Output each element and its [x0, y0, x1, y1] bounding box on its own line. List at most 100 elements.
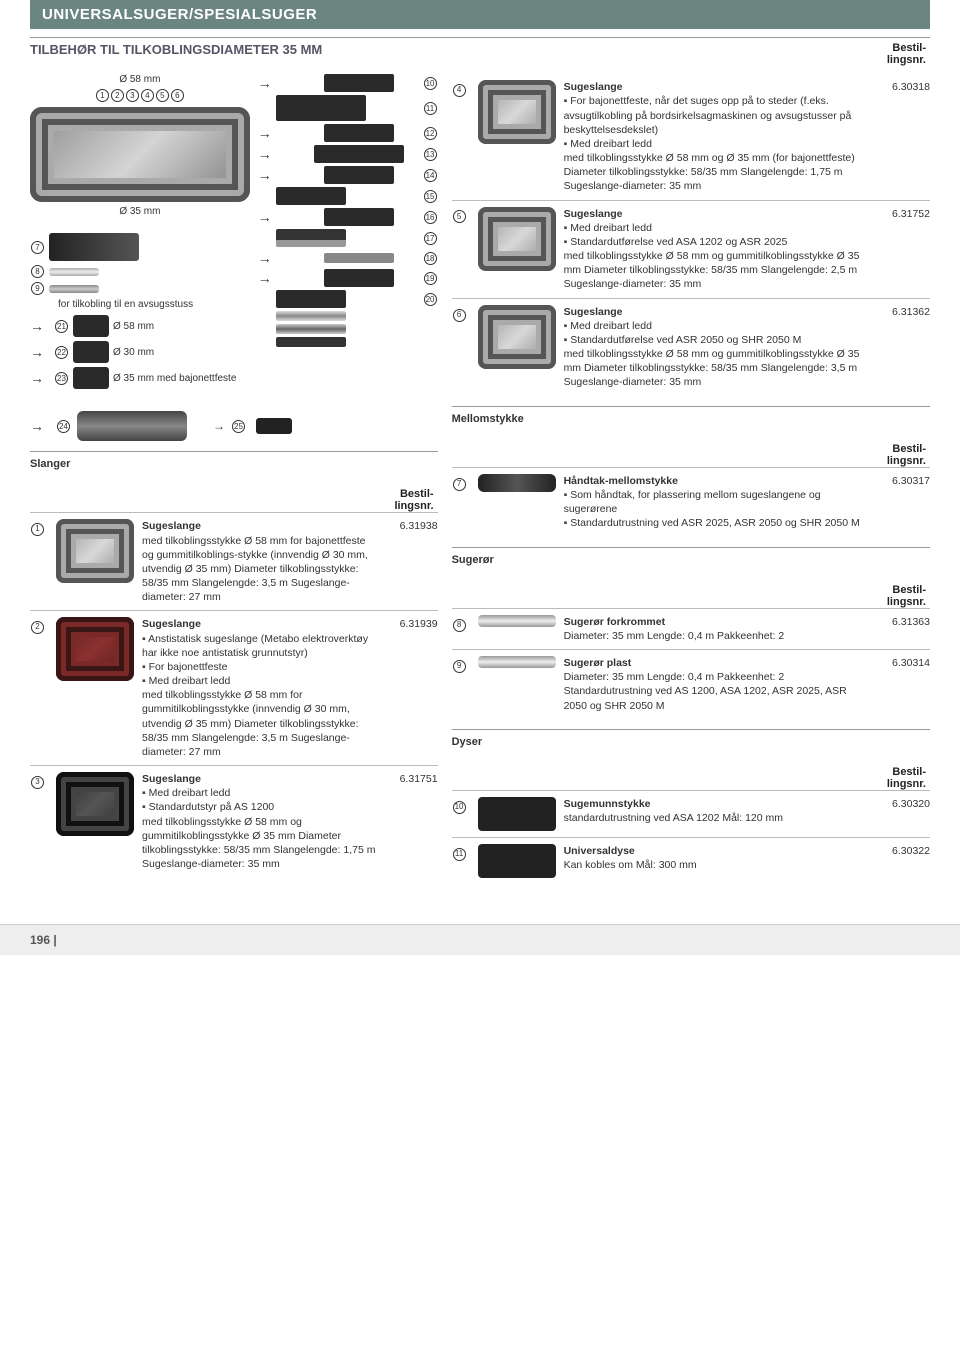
- product-image: [478, 207, 556, 271]
- product-image: [56, 772, 134, 836]
- part-11-img: [276, 95, 366, 121]
- pipe-8: [49, 268, 99, 276]
- product-text: standardutrustning ved ASA 1202 Mål: 120…: [564, 811, 870, 825]
- product-code: 6.31751: [386, 772, 438, 871]
- product-image: [478, 80, 556, 144]
- product-row: 1Sugeslangemed tilkoblingsstykke Ø 58 mm…: [30, 512, 438, 610]
- product-image: [478, 797, 556, 831]
- handle-title: Håndtak-mellomstykke: [564, 474, 870, 488]
- part-18-img: [324, 253, 394, 263]
- order-label-mellom: Bestil-lingsnr.: [887, 443, 930, 467]
- ref-num: 5: [453, 210, 466, 223]
- item-24-img: [77, 411, 187, 441]
- product-text: med tilkoblingsstykke Ø 58 mm og gummiti…: [564, 347, 870, 390]
- product-code: 6.31938: [386, 519, 438, 604]
- adapter-23: [73, 367, 109, 389]
- item-25-img: [256, 418, 292, 434]
- bullet: For bajonettfeste: [142, 660, 378, 674]
- ref-num: 2: [31, 621, 44, 634]
- part-19-img: [324, 269, 394, 287]
- product-row: 8Sugerør forkrommetDiameter: 35 mm Lengd…: [452, 608, 930, 649]
- product-text: med tilkoblingsstykke Ø 58 mm for bajone…: [142, 534, 378, 605]
- part-ex2: [276, 324, 346, 334]
- product-text: Diameter: 35 mm Lengde: 0,4 m Pakkeenhet…: [564, 670, 870, 713]
- product-title: Sugeslange: [564, 305, 870, 319]
- product-code: 6.31362: [878, 305, 930, 390]
- page-header: UNIVERSALSUGER/SPESIALSUGER: [30, 0, 930, 29]
- ref-num: 3: [31, 776, 44, 789]
- product-row: 4SugeslangeFor bajonettfeste, når det su…: [452, 74, 930, 199]
- order-label-left: Bestil-lingsnr.: [394, 488, 437, 512]
- handle-img-7: [478, 474, 556, 492]
- product-image: [56, 617, 134, 681]
- product-code: 6.31363: [878, 615, 930, 643]
- slanger-heading: Slanger: [30, 451, 438, 472]
- parts-column: →10 11 →12 →13 →14 15 →16 17 →18 →19 20: [258, 74, 438, 393]
- part-10-img: [324, 74, 394, 92]
- part-20-img: [276, 290, 346, 308]
- hose-diagram: [30, 107, 250, 202]
- product-code: 6.31752: [878, 207, 930, 292]
- product-title: Sugeslange: [564, 80, 870, 94]
- order-label-top: Bestil-lingsnr.: [887, 42, 930, 66]
- dyser-heading: Dyser: [452, 729, 930, 750]
- part-12-img: [324, 124, 394, 142]
- product-row: 10Sugemunnstykkestandardutrustning ved A…: [452, 790, 930, 837]
- part-ex1: [276, 311, 346, 321]
- dim-58: Ø 58 mm: [30, 74, 250, 85]
- product-text: med tilkoblingsstykke Ø 58 mm for gummit…: [142, 688, 378, 759]
- handle-code: 6.30317: [878, 474, 930, 531]
- ref-num: 4: [453, 84, 466, 97]
- adapter-21: [73, 315, 109, 337]
- part-17-img: [276, 229, 346, 247]
- connection-note: for tilkobling til en avsugsstuss: [58, 299, 250, 311]
- product-code: 6.30318: [878, 80, 930, 193]
- product-image: [478, 656, 556, 668]
- product-row: 11 UniversaldyseKan kobles om Mål: 300 mm…: [452, 837, 930, 884]
- dim-35: Ø 35 mm: [30, 206, 250, 217]
- part-16-img: [324, 208, 394, 226]
- ref-7b: 7: [453, 478, 466, 491]
- bullet: Med dreibart ledd: [564, 137, 870, 151]
- product-text: med tilkoblingsstykke Ø 58 mm og gummiti…: [564, 249, 870, 292]
- product-title: Sugerør plast: [564, 656, 870, 670]
- order-label-dyser: Bestil-lingsnr.: [887, 766, 930, 790]
- page-footer: 196 |: [0, 924, 960, 955]
- bullet: Med dreibart ledd: [142, 786, 378, 800]
- product-title: Universaldyse: [564, 844, 870, 858]
- ref-num: 6: [453, 309, 466, 322]
- product-text: Kan kobles om Mål: 300 mm: [564, 858, 870, 872]
- bullet: Som håndtak, for plassering mellom suges…: [564, 488, 870, 516]
- product-image: [478, 305, 556, 369]
- part-15-img: [276, 187, 346, 205]
- ref-num: 10: [453, 801, 466, 814]
- product-text: Diameter: 35 mm Lengde: 0,4 m Pakkeenhet…: [564, 629, 870, 643]
- subheader: TILBEHØR TIL TILKOBLINGSDIAMETER 35 MM: [30, 42, 322, 57]
- product-title: Sugeslange: [142, 617, 378, 631]
- product-row: 5SugeslangeMed dreibart leddStandardutfø…: [452, 200, 930, 298]
- sugeror-heading: Sugerør: [452, 547, 930, 568]
- product-title: Sugeslange: [564, 207, 870, 221]
- product-row: 2SugeslangeAnstistatisk sugeslange (Meta…: [30, 610, 438, 765]
- bullet: Standardutrustning ved ASR 2025, ASR 205…: [564, 516, 870, 530]
- bullet: Med dreibart ledd: [142, 674, 378, 688]
- product-text: med tilkoblingsstykke Ø 58 mm og Ø 35 mm…: [564, 151, 870, 194]
- pipe-9: [49, 285, 99, 293]
- handle-img: [49, 233, 139, 261]
- product-row: 3SugeslangeMed dreibart leddStandardutst…: [30, 765, 438, 877]
- ref-num: 11: [453, 848, 466, 861]
- product-image: [478, 615, 556, 627]
- part-14-img: [324, 166, 394, 184]
- product-code: 6.30322: [878, 844, 930, 878]
- bullet: Standardutstyr på AS 1200: [142, 800, 378, 814]
- right-column: 4SugeslangeFor bajonettfeste, når det su…: [452, 74, 930, 884]
- product-text: med tilkoblingsstykke Ø 58 mm og gummiti…: [142, 815, 378, 872]
- bullet: Standardutførelse ved ASR 2050 og SHR 20…: [564, 333, 870, 347]
- product-title: Sugeslange: [142, 519, 378, 533]
- mellomstykke-heading: Mellomstykke: [452, 406, 930, 427]
- ref-7: 7: [31, 241, 44, 254]
- product-image: [478, 844, 556, 878]
- product-row: 9Sugerør plastDiameter: 35 mm Lengde: 0,…: [452, 649, 930, 719]
- product-code: 6.31939: [386, 617, 438, 759]
- product-row: 6SugeslangeMed dreibart leddStandardutfø…: [452, 298, 930, 396]
